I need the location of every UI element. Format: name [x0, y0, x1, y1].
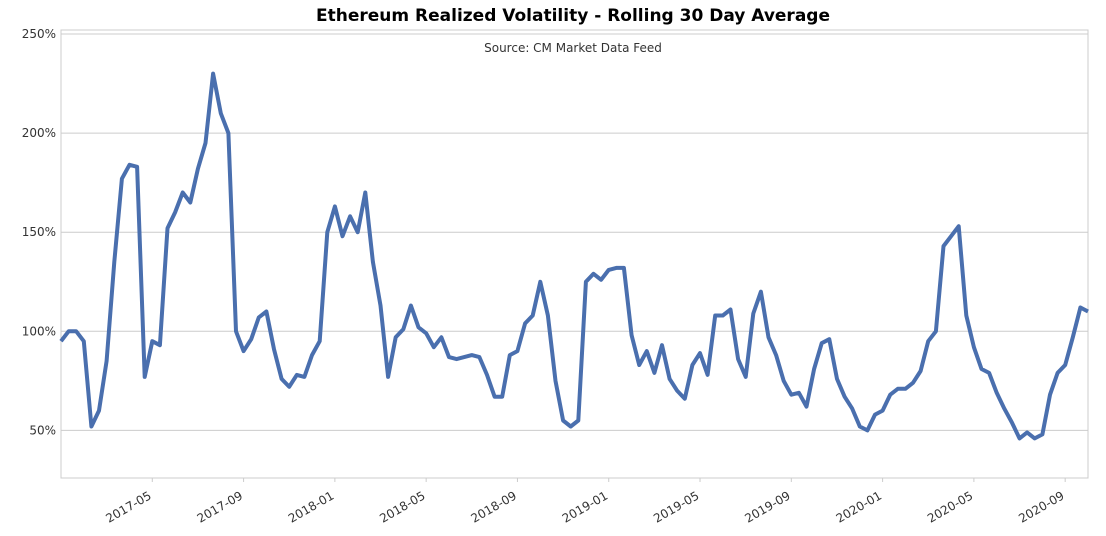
- volatility-line: [59, 71, 1089, 441]
- x-tick-label: 2020-05: [925, 488, 975, 525]
- x-tick-label: 2017-09: [195, 488, 245, 525]
- x-tick-label: 2019-05: [651, 488, 701, 525]
- y-tick-label: 50%: [29, 423, 56, 437]
- chart-title: Ethereum Realized Volatility - Rolling 3…: [316, 6, 830, 26]
- y-tick-label: 250%: [22, 27, 56, 41]
- x-tick-label: 2019-09: [742, 488, 792, 525]
- y-tick-label: 100%: [22, 324, 56, 338]
- x-tick-label: 2020-09: [1016, 488, 1066, 525]
- y-tick-label: 150%: [22, 225, 56, 239]
- x-tick-label: 2019-01: [560, 488, 610, 525]
- x-tick-label: 2020-01: [834, 488, 884, 525]
- chart-subtitle: Source: CM Market Data Feed: [484, 41, 662, 55]
- x-tick-label: 2018-05: [377, 488, 427, 525]
- x-tick-label: 2018-01: [286, 488, 336, 525]
- y-tick-label: 200%: [22, 126, 56, 140]
- x-tick-label: 2017-05: [103, 488, 153, 525]
- x-tick-label: 2018-09: [469, 488, 519, 525]
- plot-frame: [60, 29, 1089, 479]
